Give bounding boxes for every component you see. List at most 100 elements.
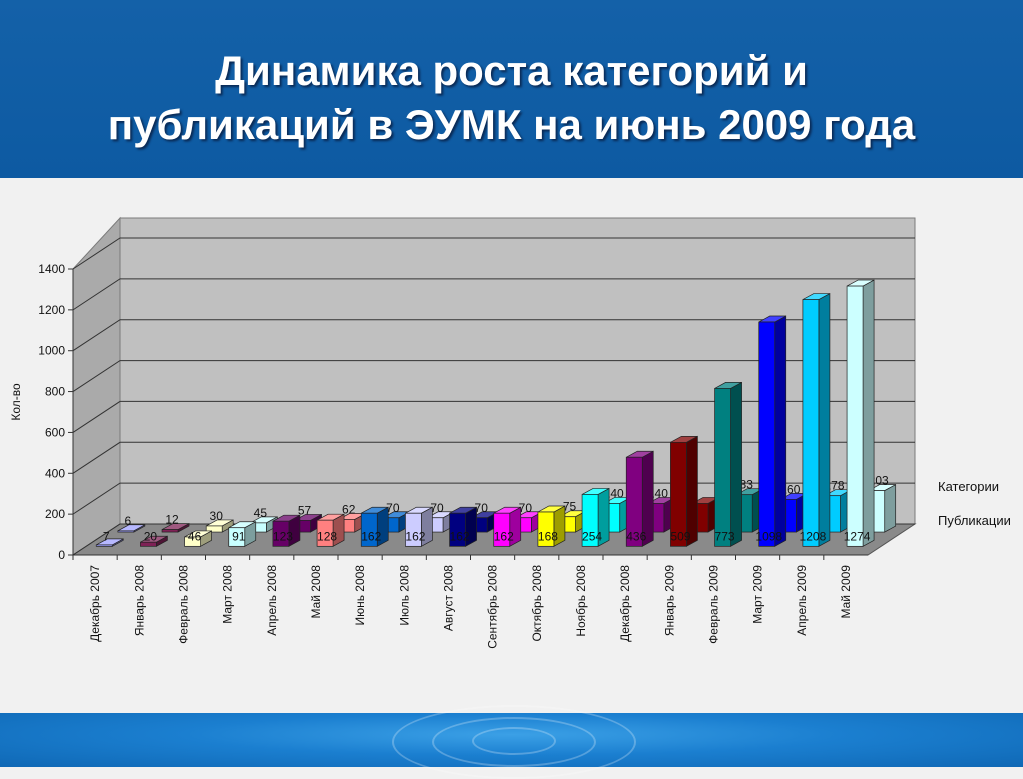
x-tick-label: Июнь 2008 [353,565,367,626]
bar-front [184,536,201,547]
x-tick-label: Май 2009 [839,565,853,619]
bar-front [272,520,290,547]
data-label: 83 [740,478,754,492]
data-label: 62 [342,502,356,516]
x-tick-label: Июль 2008 [397,565,411,626]
x-tick-label: Апрель 2008 [265,565,279,636]
y-tick-label: 1400 [38,262,65,276]
x-tick-label: Апрель 2009 [795,565,809,636]
data-label: 91 [232,529,246,543]
bar-front [161,529,179,533]
bar-side [862,279,875,547]
bar-front [405,512,422,547]
x-tick-label: Май 2008 [309,565,323,619]
bar-front [846,285,864,547]
slide-title-line-1: Динамика роста категорий и [215,47,808,94]
data-label: 7 [103,529,110,543]
data-label: 46 [188,529,202,543]
bar-front [316,519,334,547]
y-tick-label: 200 [45,507,65,521]
data-label: 70 [386,501,400,515]
data-label: 70 [519,501,533,515]
x-tick-label: Февраль 2008 [176,565,190,644]
x-tick-label: Ноябрь 2008 [574,565,588,637]
data-label: 57 [298,503,312,517]
data-label: 773 [715,529,735,543]
series-axis-label: Категории [938,479,999,494]
bar-front [228,527,246,547]
x-tick-label: Январь 2009 [662,565,676,636]
x-tick-label: Январь 2008 [132,565,146,636]
x-tick-label: Сентябрь 2008 [486,565,500,649]
y-tick-label: 400 [45,466,65,480]
bar-front [758,321,776,547]
slide-title-line-2: публикаций в ЭУМК на июнь 2009 года [107,101,916,148]
series-axis-label: Публикации [938,513,1011,528]
bar-side [730,381,742,547]
x-tick-label: Август 2008 [441,565,455,631]
data-label: 12 [165,513,179,527]
y-tick-label: 600 [45,425,65,439]
x-tick-label: Март 2008 [221,565,235,624]
bar-side [818,292,831,547]
title-banner: Динамика роста категорий и публикаций в … [0,0,1023,178]
x-tick-label: Март 2009 [751,565,765,624]
data-label: 162 [494,529,514,543]
data-label: 162 [450,529,470,543]
bar-front [95,544,113,547]
bar-front [449,512,466,547]
bar-front [493,512,511,547]
data-label: 162 [361,529,381,543]
data-label: 20 [144,529,158,543]
x-tick-label: Декабрь 2008 [618,565,632,642]
bar-side [774,315,787,547]
data-label: 1274 [844,529,871,543]
x-tick-label: Октябрь 2008 [530,565,544,642]
bar-front [537,511,555,547]
data-label: 70 [430,501,444,515]
gridline [72,237,915,270]
data-label: 45 [254,506,268,520]
bar-front [802,299,820,547]
footer-ripple [432,717,596,767]
bar-front [625,456,643,547]
y-tick-label: 0 [58,548,65,562]
gridline [72,360,915,392]
data-label: 75 [563,500,577,514]
data-label: 70 [475,501,489,515]
gridline [72,319,915,352]
y-axis-label: Кол-во [9,383,23,421]
data-label: 1098 [755,529,782,543]
data-label: 168 [538,529,558,543]
bar-front [140,541,157,547]
y-tick-label: 1200 [38,303,65,317]
bar-front [117,530,135,533]
footer-band [0,705,1023,779]
bar-front [714,388,731,547]
bar-front [581,494,599,547]
data-label: 436 [626,529,646,543]
x-tick-label: Декабрь 2007 [88,565,102,642]
gridline [72,441,915,474]
gridline [72,400,915,433]
data-label: 128 [317,529,337,543]
back-wall [119,217,916,525]
data-label: 6 [125,514,132,528]
data-label: 30 [210,509,224,523]
slide-title: Динамика роста категорий и публикаций в … [0,44,1023,152]
bar-front [205,525,223,533]
bar-front [670,441,687,547]
data-label: 1208 [800,529,827,543]
bar-front [360,512,378,547]
data-label: 254 [582,529,602,543]
x-tick-label: Февраль 2009 [706,565,720,644]
footer-ripple [472,727,556,755]
data-label: 123 [273,529,293,543]
y-tick-label: 800 [45,385,65,399]
data-label: 509 [670,529,690,543]
data-label: 162 [405,529,425,543]
y-tick-label: 1000 [38,344,65,358]
gridline [72,278,915,311]
bar-side [884,484,897,533]
